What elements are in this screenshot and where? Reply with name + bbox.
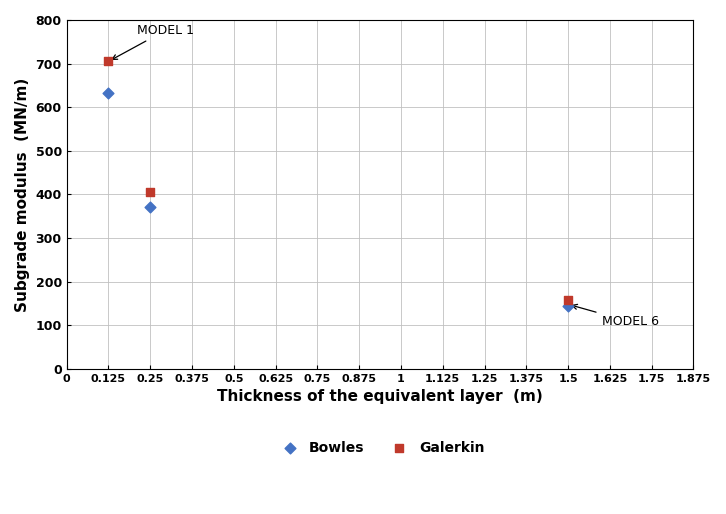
Galerkin [144,188,156,196]
Legend: Bowles, Galerkin: Bowles, Galerkin [270,435,490,460]
Y-axis label: Subgrade modulus  (MN/m): Subgrade modulus (MN/m) [15,77,30,311]
Bowles [562,302,574,310]
Bowles [144,204,156,212]
X-axis label: Thickness of the equivalent layer  (m): Thickness of the equivalent layer (m) [217,389,543,404]
Galerkin [562,296,574,304]
Bowles [102,89,114,97]
Text: MODEL 1: MODEL 1 [112,24,194,60]
Text: MODEL 6: MODEL 6 [572,304,658,328]
Galerkin [102,57,114,65]
